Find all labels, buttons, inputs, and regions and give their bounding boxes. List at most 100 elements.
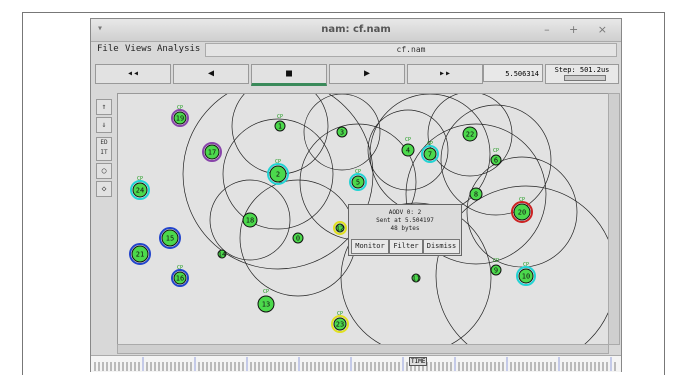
node-id: 13 bbox=[262, 301, 270, 309]
node-tool-button[interactable]: ○ bbox=[96, 163, 112, 179]
step-back-button[interactable]: ◀ bbox=[173, 64, 249, 84]
node-circle bbox=[173, 111, 187, 125]
range-circle bbox=[367, 109, 449, 191]
range-circle bbox=[222, 118, 334, 230]
node-11[interactable]: 11 bbox=[411, 273, 421, 283]
node-18[interactable]: 18 bbox=[242, 212, 258, 228]
node-circle bbox=[423, 147, 437, 161]
range-circle bbox=[209, 179, 291, 261]
node-14[interactable]: 14 bbox=[217, 249, 227, 259]
node-10[interactable]: 10 CP bbox=[516, 262, 536, 286]
node-id: 23 bbox=[336, 321, 344, 329]
timeline-ticks bbox=[94, 357, 616, 371]
node-circle bbox=[518, 268, 534, 284]
node-17[interactable]: 17 bbox=[202, 142, 222, 162]
node-id: 18 bbox=[246, 217, 254, 225]
node-24[interactable]: 24 CP bbox=[130, 176, 150, 200]
node-label: CP bbox=[275, 159, 281, 165]
node-id: 17 bbox=[208, 149, 216, 157]
node-20[interactable]: 20 CP bbox=[511, 197, 533, 223]
node-id: 0 bbox=[296, 235, 300, 243]
fast-forward-button[interactable]: ▸▸ bbox=[407, 64, 483, 84]
dismiss-button[interactable]: Dismiss bbox=[423, 239, 460, 254]
window-controls[interactable]: – + × bbox=[544, 23, 615, 36]
node-id: 2 bbox=[276, 171, 280, 179]
node-label: CP bbox=[177, 105, 183, 111]
monitor-button[interactable]: Monitor bbox=[351, 239, 389, 254]
node-19[interactable]: 19 CP bbox=[171, 105, 189, 127]
node-ring bbox=[202, 142, 222, 162]
time-display: 5.506314 bbox=[483, 64, 543, 82]
node-circle bbox=[351, 175, 365, 189]
node-id: 15 bbox=[166, 235, 174, 243]
node-id: 22 bbox=[466, 131, 474, 139]
node-ring bbox=[159, 227, 181, 249]
node-13[interactable]: 13 CP bbox=[257, 289, 275, 313]
step-slider[interactable] bbox=[564, 75, 606, 81]
node-12[interactable]: 12 bbox=[333, 221, 347, 235]
node-3[interactable]: 3 bbox=[336, 126, 348, 138]
menu-file[interactable]: File bbox=[97, 44, 119, 54]
title-bar[interactable]: ▾ nam: cf.nam – + × bbox=[91, 19, 621, 42]
popup-line-1: AODV 0: 2 bbox=[388, 209, 422, 216]
node-8[interactable]: 8 bbox=[469, 187, 483, 201]
node-22[interactable]: 22 bbox=[462, 126, 478, 142]
window-menu-icon[interactable]: ▾ bbox=[97, 23, 104, 34]
node-id: 10 bbox=[522, 273, 530, 281]
node-label: CP bbox=[263, 289, 269, 295]
link-tool-button[interactable]: ◇ bbox=[96, 181, 112, 197]
node-21[interactable]: 21 bbox=[129, 243, 151, 265]
node-circle bbox=[469, 187, 483, 201]
node-circle bbox=[217, 249, 227, 259]
range-circle bbox=[340, 202, 492, 344]
node-circle bbox=[513, 203, 531, 221]
node-label: CP bbox=[137, 176, 143, 182]
node-circle bbox=[411, 273, 421, 283]
edit-button[interactable]: ED IT bbox=[96, 137, 112, 161]
node-15[interactable]: 15 bbox=[159, 227, 181, 249]
rewind-button[interactable]: ◂◂ bbox=[95, 64, 171, 84]
node-2[interactable]: 2 CP bbox=[267, 159, 289, 185]
node-id: 24 bbox=[136, 187, 144, 195]
node-7[interactable]: 7 CP bbox=[421, 141, 439, 163]
timeline-marker[interactable]: TIME bbox=[409, 357, 428, 366]
node-0[interactable]: 0 bbox=[292, 232, 304, 244]
play-button[interactable]: ▶ bbox=[329, 64, 405, 84]
node-5[interactable]: 5 CP bbox=[349, 169, 367, 191]
range-circle bbox=[435, 185, 608, 344]
node-circle bbox=[204, 144, 220, 160]
node-23[interactable]: 23 CP bbox=[331, 311, 349, 333]
window-title: nam: cf.nam bbox=[321, 24, 391, 35]
packet-info-popup: AODV 0: 2 Sent at 5.504197 48 bytes Moni… bbox=[348, 204, 462, 256]
node-1[interactable]: 1 CP bbox=[274, 114, 286, 132]
node-circle bbox=[462, 126, 478, 142]
node-ring bbox=[349, 173, 367, 191]
network-canvas[interactable]: 19 CP 1 CP 3 22 17 2 CP 5 CP 4 CP 7 CP 6 CP 24 CP 8 20 CP 18 0 1… bbox=[117, 93, 609, 345]
zoom-out-button[interactable]: ⇓ bbox=[96, 117, 112, 133]
step-control[interactable]: Step: 501.2us bbox=[545, 64, 619, 84]
node-id: 11 bbox=[412, 275, 420, 283]
node-9[interactable]: 9 CP bbox=[490, 258, 502, 276]
timeline-bar[interactable]: TIME bbox=[91, 355, 621, 372]
side-toolbar: ⇑ ⇓ ED IT ○ ◇ bbox=[93, 93, 115, 343]
nam-window: ▾ nam: cf.nam – + × File Views Analysis … bbox=[90, 18, 622, 372]
horizontal-scrollbar[interactable] bbox=[117, 344, 609, 354]
node-circle bbox=[131, 245, 149, 263]
node-ring bbox=[333, 221, 347, 235]
node-id: 16 bbox=[176, 275, 184, 283]
node-label: CP bbox=[355, 169, 361, 175]
stop-button[interactable]: ■ bbox=[251, 64, 327, 86]
node-4[interactable]: 4 CP bbox=[401, 137, 415, 157]
zoom-in-button[interactable]: ⇑ bbox=[96, 99, 112, 115]
filter-button[interactable]: Filter bbox=[389, 239, 423, 254]
node-id: 3 bbox=[340, 129, 344, 137]
node-label: CP bbox=[523, 262, 529, 268]
range-circle bbox=[440, 104, 552, 216]
vertical-scrollbar[interactable] bbox=[608, 93, 620, 345]
node-16[interactable]: 16 CP bbox=[171, 265, 189, 287]
node-id: 21 bbox=[136, 251, 144, 259]
menu-analysis[interactable]: Analysis bbox=[157, 44, 201, 54]
node-6[interactable]: 6 CP bbox=[490, 148, 502, 166]
menu-views[interactable]: Views bbox=[125, 44, 153, 54]
node-label: CP bbox=[405, 137, 411, 143]
